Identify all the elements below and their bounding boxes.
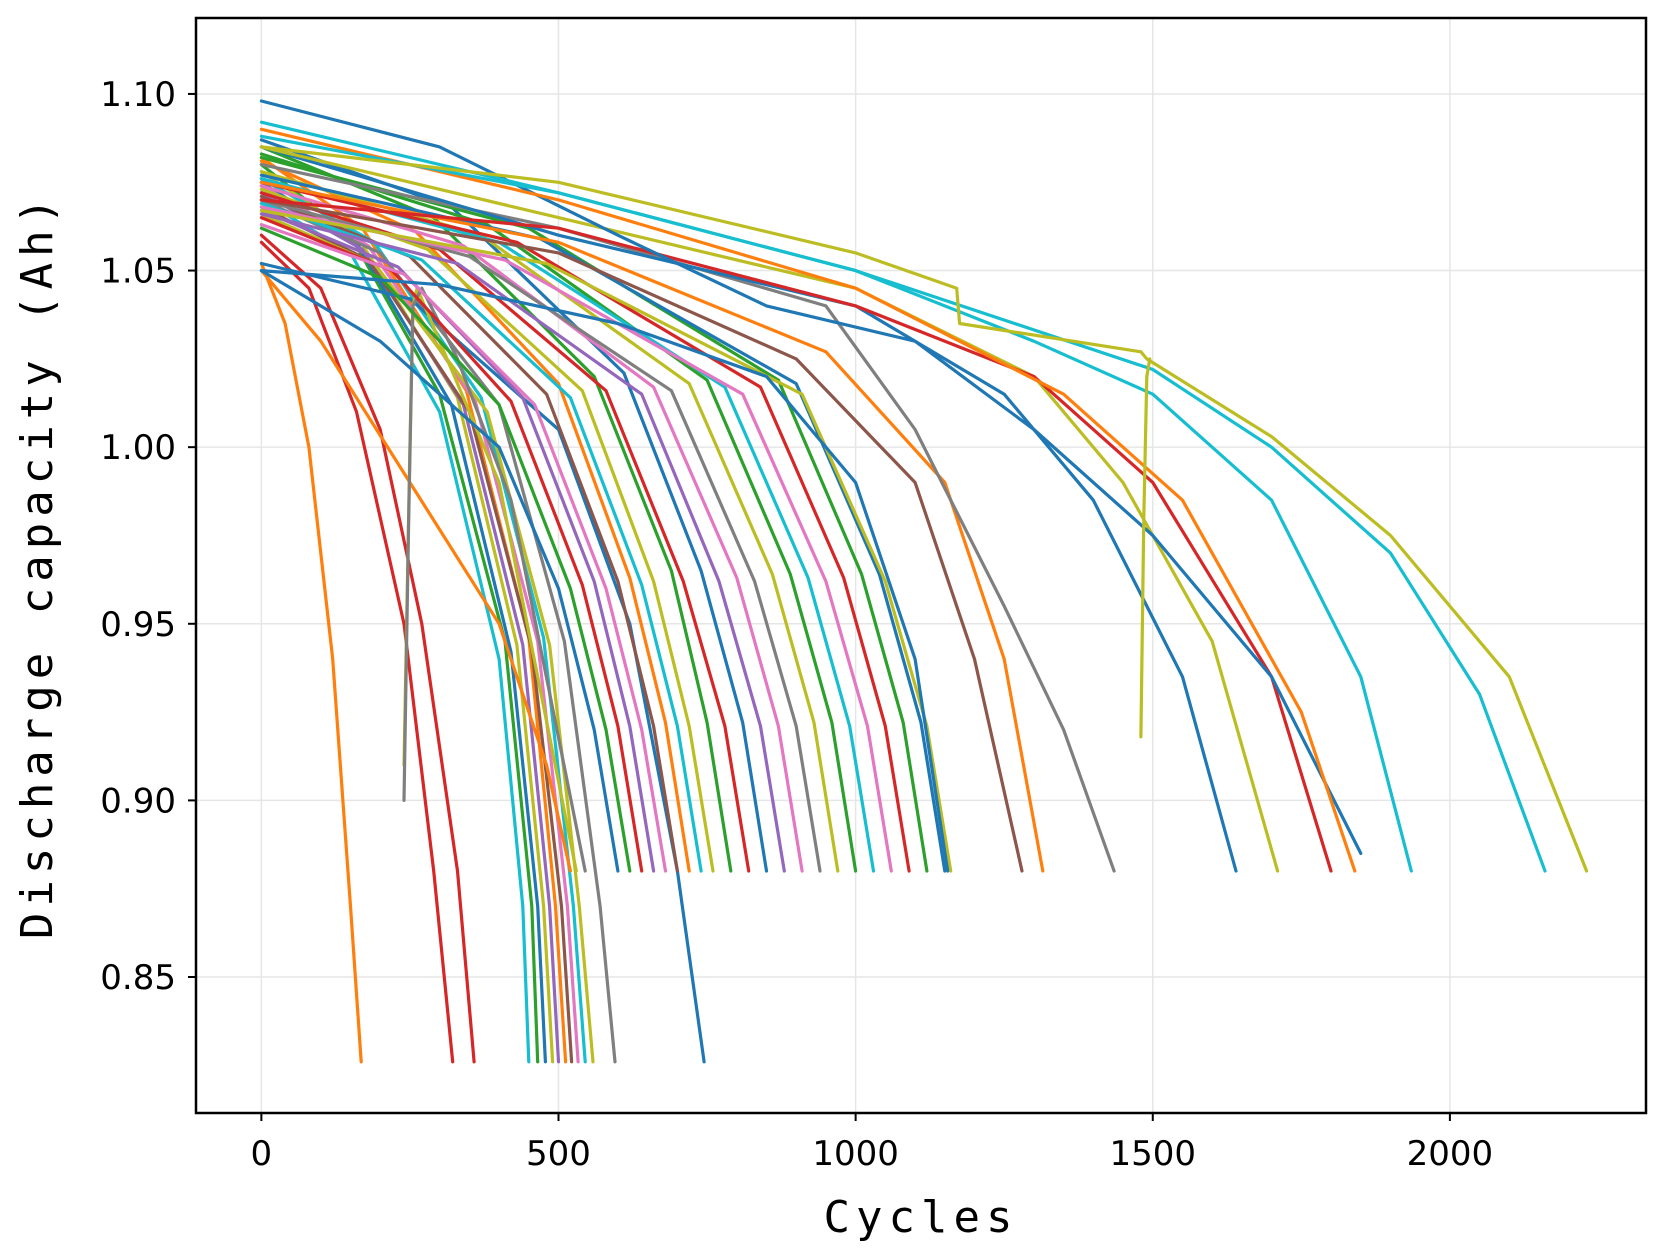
y-tick-label: 0.85 xyxy=(100,958,176,998)
series-line-cell-02 xyxy=(259,240,455,1064)
series-line-cell-52 xyxy=(259,120,1547,873)
series-line-cell-35 xyxy=(259,152,858,873)
series-line-cell-27 xyxy=(259,187,715,873)
x-tick-label: 1000 xyxy=(812,1134,899,1174)
y-axis-ticks: 0.85 0.90 0.95 1.00 1.05 1.10 xyxy=(100,75,196,998)
series-line-cell-33 xyxy=(259,198,822,873)
series-line-cell-46 xyxy=(259,145,1238,873)
series-line-cell-10 xyxy=(259,205,574,1064)
series-line-cell-36 xyxy=(259,177,876,873)
series-line-cell-01 xyxy=(259,261,363,1064)
series-line-cell-04 xyxy=(259,198,531,1064)
series-line-cell-50 xyxy=(259,127,1357,873)
x-tick-label: 2000 xyxy=(1407,1134,1494,1174)
x-axis-title: Cycles xyxy=(824,1192,1019,1243)
plot-frame xyxy=(194,16,1648,1115)
y-tick-label: 1.00 xyxy=(100,428,176,468)
series-lines xyxy=(259,99,1589,1064)
series-line-cell-19 xyxy=(259,269,620,873)
series-line-cell-41 xyxy=(259,208,953,873)
series-line-cell-53 xyxy=(259,145,1589,873)
series-line-cell-32 xyxy=(259,184,804,873)
series-line-cell-23 xyxy=(259,223,668,873)
series-line-cell-26 xyxy=(259,201,703,873)
x-tick-label: 500 xyxy=(526,1134,591,1174)
series-line-cell-28 xyxy=(259,145,733,873)
series-line-cell-20 xyxy=(259,226,632,873)
series-line-cell-42 xyxy=(259,269,950,873)
series-line-cell-44 xyxy=(259,180,1045,873)
series-line-cell-15 xyxy=(259,261,706,1064)
y-axis-title: Discharge capacity (Ah) xyxy=(12,192,63,939)
y-tick-label: 1.10 xyxy=(100,75,176,115)
y-tick-label: 0.95 xyxy=(100,605,176,645)
series-line-cell-25 xyxy=(259,159,691,873)
series-line-cell-30 xyxy=(259,138,769,873)
series-line-cell-29 xyxy=(259,191,751,873)
series-line-cell-12 xyxy=(259,177,587,1064)
series-line-cell-16 xyxy=(259,269,572,873)
series-line-cell-03 xyxy=(259,233,476,1064)
series-line-cell-38 xyxy=(259,180,911,873)
y-tick-label: 0.90 xyxy=(100,781,176,821)
series-line-cell-08 xyxy=(259,191,561,1064)
y-tick-label: 1.05 xyxy=(100,252,176,292)
x-axis-ticks: 0 500 1000 1500 2000 xyxy=(251,1113,1494,1174)
series-line-cell-43 xyxy=(259,198,1024,873)
series-line-cell-54 xyxy=(1139,357,1152,739)
series-line-cell-22 xyxy=(259,208,656,873)
x-tick-label: 1500 xyxy=(1109,1134,1196,1174)
x-tick-label: 0 xyxy=(251,1134,273,1174)
series-line-cell-31 xyxy=(259,212,786,873)
series-line-cell-39 xyxy=(259,155,929,873)
series-line-cell-18 xyxy=(402,286,587,873)
series-line-cell-37 xyxy=(259,205,893,873)
